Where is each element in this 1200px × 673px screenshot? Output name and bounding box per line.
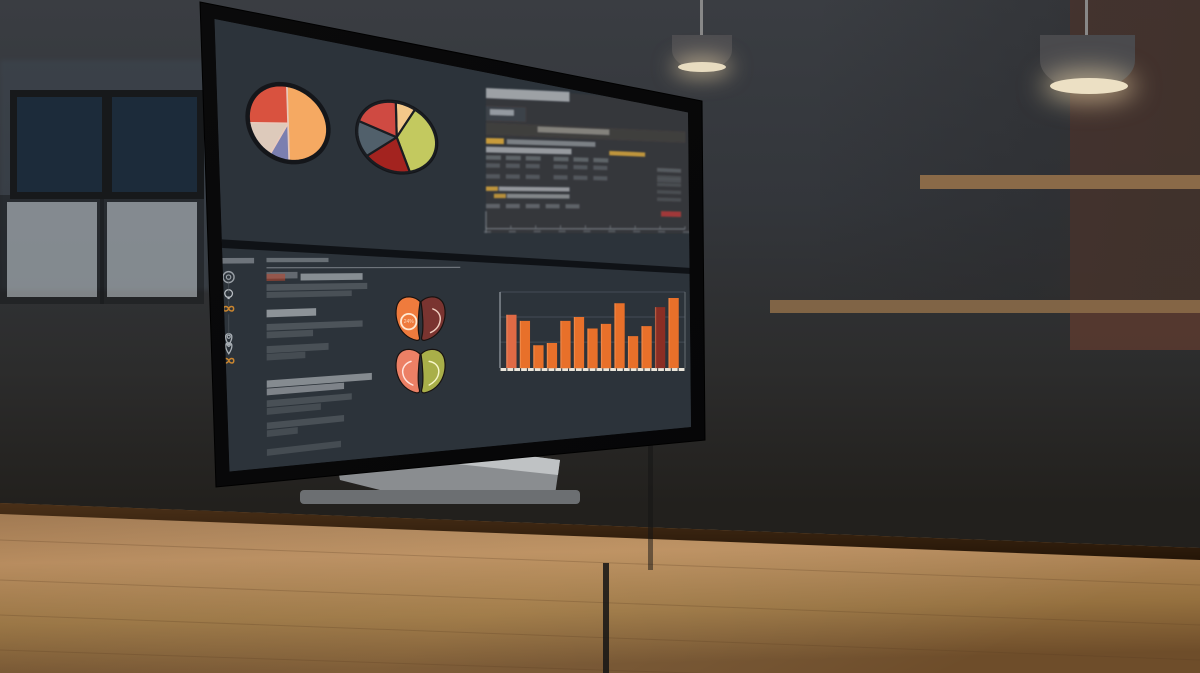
svg-text:24%: 24% bbox=[404, 319, 415, 325]
